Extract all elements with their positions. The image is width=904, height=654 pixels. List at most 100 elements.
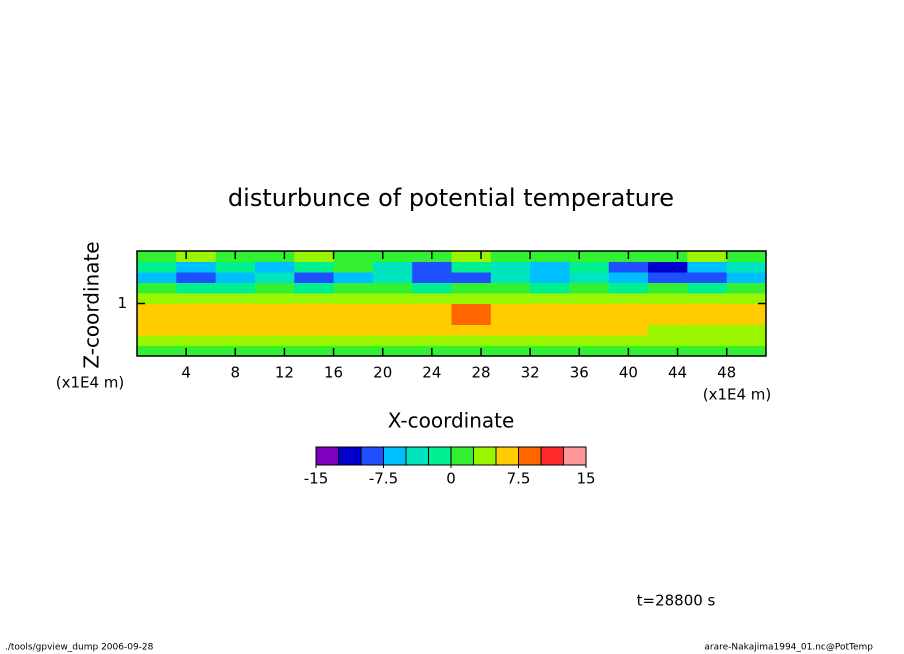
contour-cell: [176, 251, 217, 262]
colorbar-cell: [428, 446, 452, 466]
contour-cell: [530, 324, 570, 336]
contour-cell: [490, 345, 531, 357]
contour-cell: [176, 314, 217, 325]
contour-cell: [333, 314, 374, 325]
contour-cell: [372, 303, 413, 315]
contour-cell: [372, 251, 413, 262]
contour-cell: [215, 272, 256, 283]
contour-cell: [176, 345, 217, 357]
contour-cell: [412, 293, 452, 304]
contour-cell: [137, 303, 177, 315]
contour-cell: [254, 345, 295, 357]
contour-cell: [687, 293, 728, 304]
contour-cell: [608, 293, 649, 304]
contour-cell: [490, 261, 531, 273]
contour-cell: [254, 335, 295, 346]
x-axis-unit: (x1E4 m): [703, 386, 772, 404]
contour-cell: [687, 251, 728, 262]
contour-cell: [254, 282, 295, 294]
contour-cell: [137, 272, 177, 283]
contour-cell: [569, 324, 610, 336]
contour-cell: [412, 335, 452, 346]
contour-cell: [726, 335, 767, 346]
contour-cell: [726, 251, 767, 262]
x-tick-label: 4: [181, 364, 191, 382]
contour-cell: [648, 345, 688, 357]
contour-cell: [530, 261, 570, 273]
contour-cell: [569, 345, 610, 357]
colorbar-cell: [338, 446, 362, 466]
contour-cell: [333, 261, 374, 273]
contour-cell: [294, 251, 335, 262]
contour-cell: [333, 272, 374, 283]
contour-cell: [608, 282, 649, 294]
contour-cell: [490, 303, 531, 315]
colorbar-tick-label: -7.5: [369, 470, 398, 488]
contour-cell: [215, 282, 256, 294]
contour-cell: [294, 303, 335, 315]
colorbar-tick-label: 0: [446, 470, 456, 488]
contour-cell: [333, 324, 374, 336]
contour-cell: [451, 282, 492, 294]
contour-cell: [215, 314, 256, 325]
colorbar-tick-label: -15: [304, 470, 329, 488]
contour-cell: [648, 314, 688, 325]
colorbar-cell: [563, 446, 587, 466]
contour-cell: [490, 314, 531, 325]
contour-cell: [451, 261, 492, 273]
contour-cell: [648, 335, 688, 346]
colorbar-tick-label: 7.5: [507, 470, 531, 488]
contour-cell: [648, 261, 688, 273]
colorbar-cell: [360, 446, 384, 466]
contour-cell: [530, 303, 570, 315]
contour-cell: [372, 335, 413, 346]
contour-cell: [648, 293, 688, 304]
contour-cell: [490, 324, 531, 336]
colorbar-cell: [383, 446, 407, 466]
contour-cell: [569, 293, 610, 304]
contour-cell: [412, 324, 452, 336]
x-tick-label: 36: [570, 364, 589, 382]
x-tick-label: 44: [668, 364, 687, 382]
contour-cell: [648, 303, 688, 315]
contour-cell: [254, 261, 295, 273]
footer-right: arare-Nakajima1994_01.nc@PotTemp: [704, 643, 873, 653]
contour-cell: [294, 282, 335, 294]
contour-cell: [294, 335, 335, 346]
contour-cell: [333, 303, 374, 315]
chart-title: disturbunce of potential temperature: [228, 184, 674, 212]
contour-cell: [333, 282, 374, 294]
contour-cell: [333, 293, 374, 304]
contour-cell: [137, 314, 177, 325]
contour-cell: [294, 261, 335, 273]
contour-cell: [215, 324, 256, 336]
contour-cell: [530, 272, 570, 283]
contour-cell: [530, 293, 570, 304]
x-tick-label: 16: [324, 364, 343, 382]
colorbar-cell: [450, 446, 474, 466]
contour-cell: [648, 251, 688, 262]
x-tick-label: 24: [422, 364, 441, 382]
contour-cell: [254, 314, 295, 325]
contour-cell: [569, 335, 610, 346]
contour-cell: [726, 303, 767, 315]
contour-cell: [176, 272, 217, 283]
contour-cell: [137, 324, 177, 336]
contour-cell: [215, 335, 256, 346]
contour-cell: [412, 261, 452, 273]
contour-cell: [137, 261, 177, 273]
contour-cell: [726, 314, 767, 325]
contour-cell: [726, 324, 767, 336]
contour-cell: [372, 293, 413, 304]
contour-cell: [412, 272, 452, 283]
contour-cell: [451, 335, 492, 346]
x-tick-label: 20: [373, 364, 392, 382]
colorbar-cell: [495, 446, 519, 466]
contour-cell: [137, 293, 177, 304]
contour-cell: [569, 251, 610, 262]
contour-cell: [648, 272, 688, 283]
contour-cell: [333, 335, 374, 346]
y-axis-label: Z-coordinate: [80, 241, 104, 368]
contour-cell: [176, 261, 217, 273]
contour-cell: [451, 272, 492, 283]
